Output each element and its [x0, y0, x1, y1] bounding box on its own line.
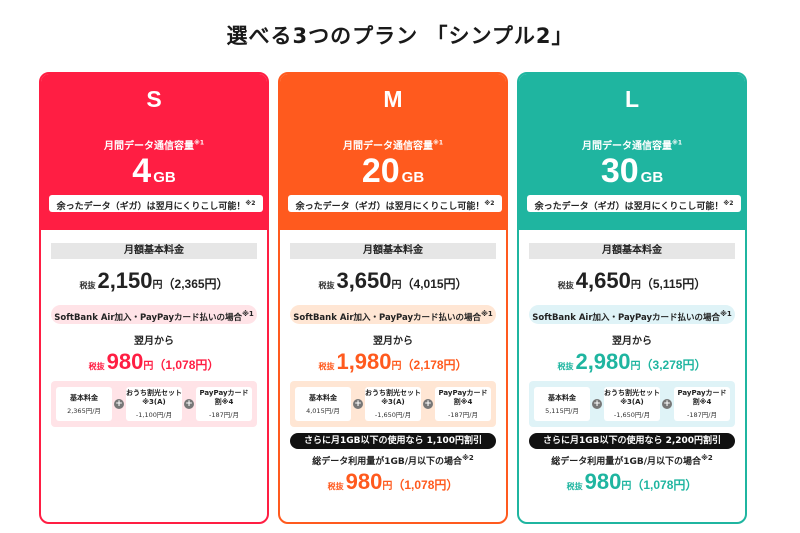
price-breakdown: 基本料金 4,015円/月 + おうち割光セット※3(A) -1,650円/月 … [290, 381, 496, 427]
capacity-label: 月間データ通信容量※1 [342, 139, 443, 152]
card-header: S 月間データ通信容量※1 4 GB 余ったデータ（ギガ）は翌月にくりこし可能！※… [41, 74, 267, 230]
card-body: 月額基本料金 税抜2,150円（2,365円） SoftBank Air加入・P… [41, 243, 267, 427]
breakdown-item: PayPayカード割※4 -187円/月 [435, 387, 491, 421]
breakdown-name: おうち割光セット※3(A) [604, 389, 660, 406]
capacity-value: 4 GB [132, 152, 176, 190]
breakdown-item: PayPayカード割※4 -187円/月 [674, 387, 730, 421]
rollover-note: 余ったデータ（ギガ）は翌月にくりこし可能！※2 [527, 195, 741, 212]
capacity-label: 月間データ通信容量※1 [581, 139, 682, 152]
breakdown-item: おうち割光セット※3(A) -1,650円/月 [365, 387, 421, 421]
card-body: 月額基本料金 税抜3,650円（4,015円） SoftBank Air加入・P… [280, 243, 506, 495]
breakdown-name: おうち割光セット※3(A) [126, 389, 182, 406]
discount-price: 税抜980円（1,078円） [88, 349, 220, 374]
breakdown-value: -187円/月 [687, 411, 717, 419]
breakdown-name: PayPayカード割※4 [199, 389, 249, 406]
discount-price: 税抜2,980円（3,278円） [557, 349, 707, 374]
plus-icon: + [592, 399, 602, 409]
extra-discount-badge: さらに月1GB以下の使用なら 1,100円割引 [290, 433, 496, 449]
discount-price: 税抜1,980円（2,178円） [318, 349, 468, 374]
breakdown-value: -1,100円/月 [135, 411, 173, 419]
from-next-month: 翌月から [373, 336, 413, 347]
plus-icon: + [662, 399, 672, 409]
breakdown-item: 基本料金 4,015円/月 [295, 387, 351, 421]
breakdown-value: 4,015円/月 [306, 406, 340, 415]
from-next-month: 翌月から [612, 336, 652, 347]
capacity-value: 30 GB [600, 152, 664, 190]
breakdown-name: PayPayカード割※4 [677, 389, 727, 406]
plan-letter: M [383, 86, 403, 112]
breakdown-name: PayPayカード割※4 [438, 389, 488, 406]
price-breakdown: 基本料金 5,115円/月 + おうち割光セット※3(A) -1,650円/月 … [529, 381, 735, 427]
breakdown-value: -187円/月 [209, 411, 239, 419]
breakdown-value: -187円/月 [448, 411, 478, 419]
page-title: 選べる3つのプラン 「シンプル2」 [226, 24, 574, 48]
breakdown-value: 2,365円/月 [67, 406, 101, 415]
extra-condition: 総データ利用量が1GB/月以下の場合※2 [312, 454, 474, 467]
base-price: 税抜3,650円（4,015円） [318, 268, 468, 293]
extra-price: 税抜980円（1,078円） [327, 469, 459, 494]
extra-condition: 総データ利用量が1GB/月以下の場合※2 [551, 454, 713, 467]
plan-card-m: M 月間データ通信容量※1 20 GB 余ったデータ（ギガ）は翌月にくりこし可能！… [278, 72, 508, 524]
breakdown-value: -1,650円/月 [374, 411, 412, 419]
breakdown-item: おうち割光セット※3(A) -1,650円/月 [604, 387, 660, 421]
breakdown-item: PayPayカード割※4 -187円/月 [196, 387, 252, 421]
card-header: L 月間データ通信容量※1 30 GB 余ったデータ（ギガ）は翌月にくりこし可能！… [519, 74, 745, 230]
breakdown-item: おうち割光セット※3(A) -1,100円/月 [126, 387, 182, 421]
plan-letter: S [146, 86, 162, 112]
breakdown-name: 基本料金 [309, 393, 337, 402]
extra-discount-badge: さらに月1GB以下の使用なら 2,200円割引 [529, 433, 735, 449]
breakdown-value: -1,650円/月 [613, 411, 651, 419]
rollover-note: 余ったデータ（ギガ）は翌月にくりこし可能！※2 [288, 195, 502, 212]
base-price: 税抜2,150円（2,365円） [79, 268, 229, 293]
discount-condition: SoftBank Air加入・PayPayカード払いの場合※1 [290, 305, 496, 324]
plan-card-s: S 月間データ通信容量※1 4 GB 余ったデータ（ギガ）は翌月にくりこし可能！※… [39, 72, 269, 524]
fee-label: 月額基本料金 [51, 243, 257, 259]
extra-price: 税抜980円（1,078円） [566, 469, 698, 494]
from-next-month: 翌月から [134, 336, 174, 347]
breakdown-value: 5,115円/月 [545, 406, 579, 415]
plus-icon: + [423, 399, 433, 409]
discount-condition: SoftBank Air加入・PayPayカード払いの場合※1 [51, 305, 257, 324]
breakdown-name: 基本料金 [548, 393, 576, 402]
plus-icon: + [114, 399, 124, 409]
breakdown-name: おうち割光セット※3(A) [365, 389, 421, 406]
card-header: M 月間データ通信容量※1 20 GB 余ったデータ（ギガ）は翌月にくりこし可能！… [280, 74, 506, 230]
plan-card-l: L 月間データ通信容量※1 30 GB 余ったデータ（ギガ）は翌月にくりこし可能！… [517, 72, 747, 524]
fee-label: 月額基本料金 [290, 243, 496, 259]
capacity-label: 月間データ通信容量※1 [103, 139, 204, 152]
plus-icon: + [184, 399, 194, 409]
plan-letter: L [624, 86, 640, 112]
capacity-value: 20 GB [361, 152, 425, 190]
base-price: 税抜4,650円（5,115円） [557, 268, 707, 293]
breakdown-name: 基本料金 [70, 393, 98, 402]
discount-condition: SoftBank Air加入・PayPayカード払いの場合※1 [529, 305, 735, 324]
plus-icon: + [353, 399, 363, 409]
price-breakdown: 基本料金 2,365円/月 + おうち割光セット※3(A) -1,100円/月 … [51, 381, 257, 427]
card-body: 月額基本料金 税抜4,650円（5,115円） SoftBank Air加入・P… [519, 243, 745, 495]
breakdown-item: 基本料金 2,365円/月 [56, 387, 112, 421]
fee-label: 月額基本料金 [529, 243, 735, 259]
breakdown-item: 基本料金 5,115円/月 [534, 387, 590, 421]
rollover-note: 余ったデータ（ギガ）は翌月にくりこし可能！※2 [49, 195, 263, 212]
